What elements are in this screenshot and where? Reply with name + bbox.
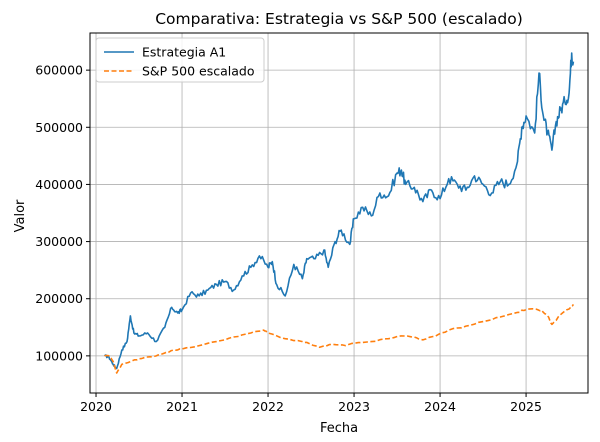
y-tick-label: 500000 [35, 120, 83, 135]
x-tick-label: 2024 [424, 399, 456, 414]
chart-title: Comparativa: Estrategia vs S&P 500 (esca… [155, 10, 523, 28]
x-tick-label: 2020 [80, 399, 112, 414]
plot-frame [89, 32, 589, 394]
x-tick-label: 2021 [166, 399, 198, 414]
y-tick-label: 400000 [35, 177, 83, 192]
legend-label: Estrategia A1 [142, 45, 226, 60]
y-axis-label: Valor [13, 199, 28, 232]
legend-label: S&P 500 escalado [142, 64, 254, 79]
x-axis-label: Fecha [320, 421, 358, 436]
y-tick-label: 300000 [35, 234, 83, 249]
x-ticks: 2020 2021 2022 2023 2024 2025 [80, 393, 542, 414]
x-tick-label: 2022 [252, 399, 284, 414]
y-tick-label: 200000 [35, 291, 83, 306]
series-line-strategy [103, 52, 575, 370]
y-tick-label: 100000 [35, 348, 83, 363]
series-layer [103, 52, 575, 374]
x-tick-label: 2025 [510, 399, 542, 414]
x-tick-label: 2023 [338, 399, 370, 414]
series-line-sp500 [104, 303, 575, 374]
legend-box [95, 37, 265, 83]
y-ticks: 100000 200000 300000 400000 500000 600000 [35, 63, 90, 363]
legend: Estrategia A1 S&P 500 escalado [95, 37, 265, 83]
y-tick-label: 600000 [35, 63, 83, 78]
